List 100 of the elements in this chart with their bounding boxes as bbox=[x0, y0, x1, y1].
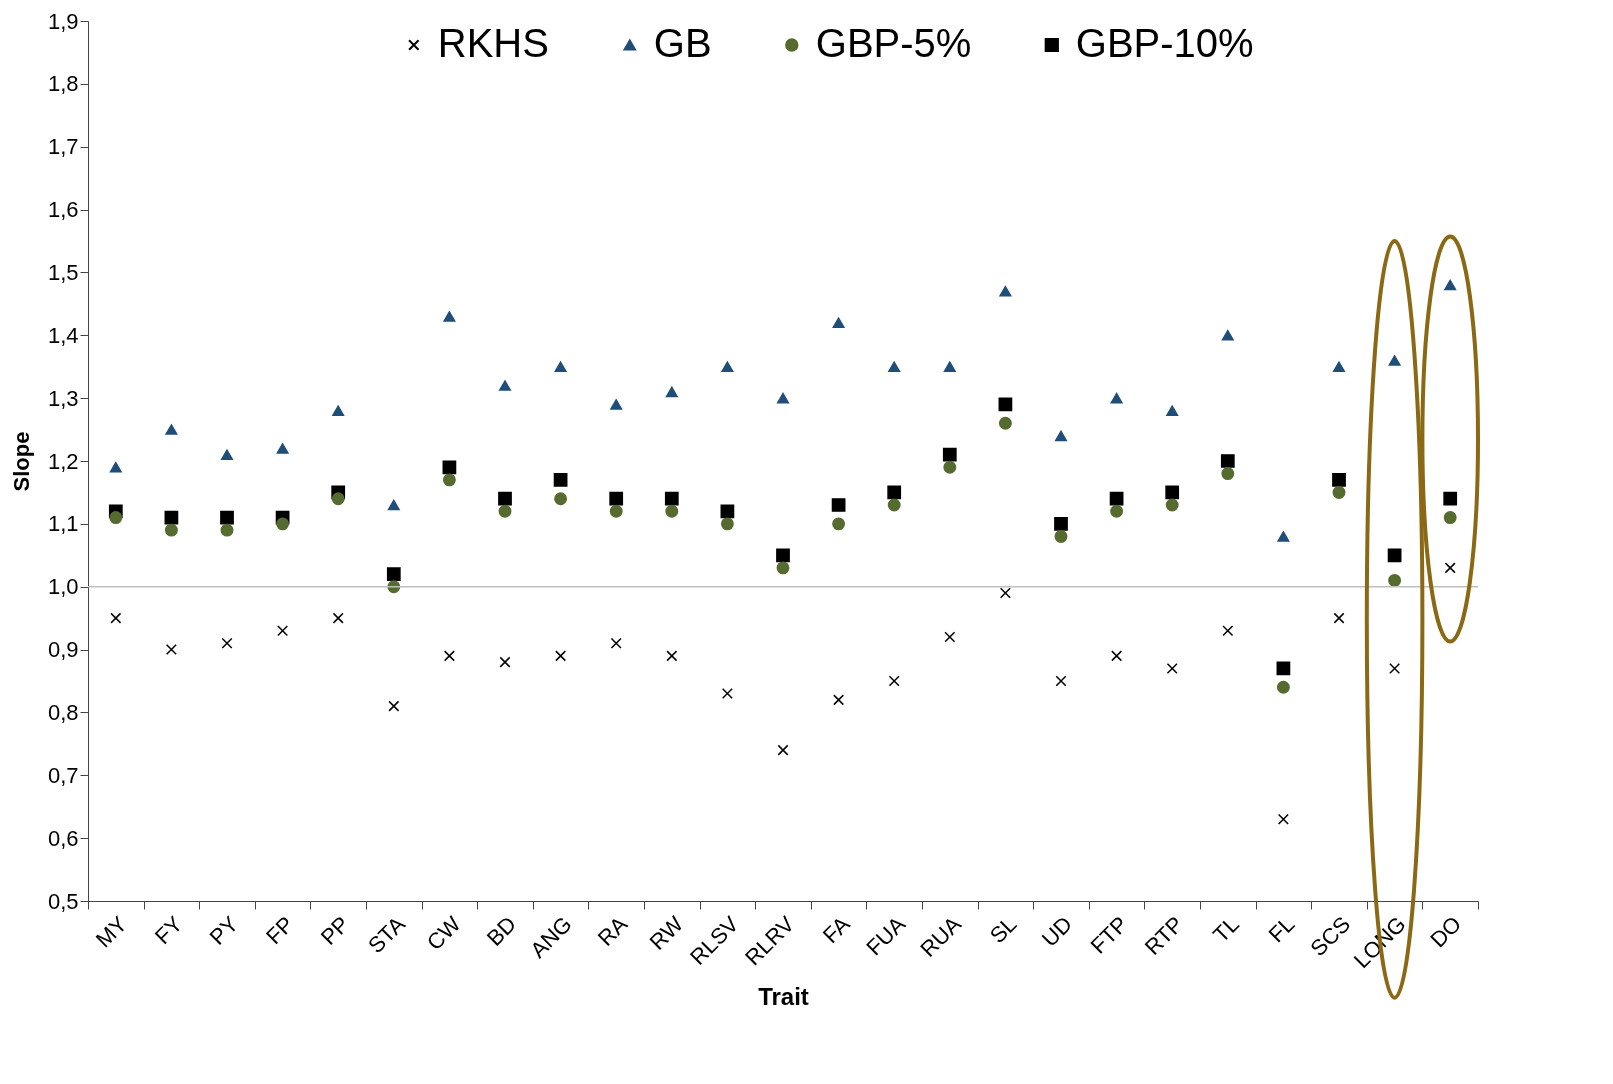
y-tick-label: 1,8 bbox=[47, 71, 79, 97]
point bbox=[110, 612, 122, 624]
point bbox=[720, 504, 735, 519]
y-tick-label: 1,9 bbox=[47, 8, 79, 34]
point bbox=[1110, 392, 1123, 404]
point bbox=[664, 491, 679, 506]
point bbox=[1111, 650, 1123, 662]
x-tick-label: FTP bbox=[1085, 911, 1133, 959]
point bbox=[721, 688, 733, 700]
point bbox=[1054, 516, 1068, 531]
point bbox=[1221, 467, 1235, 481]
y-tick-label: 1,6 bbox=[47, 197, 79, 223]
point bbox=[1276, 680, 1290, 694]
point bbox=[164, 523, 178, 537]
point bbox=[610, 399, 623, 410]
point bbox=[1333, 612, 1345, 624]
point bbox=[1388, 355, 1401, 366]
point bbox=[164, 510, 179, 525]
point bbox=[442, 460, 457, 475]
point bbox=[1444, 279, 1457, 291]
point bbox=[276, 517, 290, 531]
y-axis-title: Slope bbox=[8, 431, 34, 492]
point bbox=[442, 473, 456, 487]
point bbox=[1165, 498, 1179, 512]
y-tick-label: 1,3 bbox=[47, 385, 79, 411]
point bbox=[1276, 661, 1291, 676]
point bbox=[332, 405, 345, 417]
point bbox=[1443, 511, 1457, 525]
x-tick-label: MY bbox=[90, 911, 133, 953]
point bbox=[555, 650, 567, 662]
point bbox=[832, 517, 846, 531]
point bbox=[1333, 361, 1345, 373]
point bbox=[777, 744, 789, 756]
point bbox=[109, 511, 123, 525]
point bbox=[498, 491, 512, 506]
point bbox=[388, 700, 400, 712]
point bbox=[1166, 405, 1179, 417]
y-tick-label: 1,7 bbox=[47, 134, 79, 160]
x-tick-label: PY bbox=[204, 911, 244, 950]
y-tick-label: 1,1 bbox=[47, 511, 79, 537]
point bbox=[109, 461, 122, 473]
point bbox=[1222, 625, 1234, 637]
point bbox=[887, 498, 901, 512]
point bbox=[942, 447, 957, 462]
legend-label: GBP-5% bbox=[815, 21, 972, 65]
point bbox=[998, 416, 1012, 430]
point bbox=[1055, 675, 1067, 687]
point bbox=[165, 644, 177, 656]
point bbox=[721, 361, 734, 373]
point bbox=[1220, 454, 1235, 468]
x-tick-label: RA bbox=[592, 911, 633, 951]
point bbox=[498, 504, 512, 518]
point bbox=[609, 491, 624, 506]
legend-label: RKHS bbox=[437, 21, 549, 65]
point bbox=[720, 517, 734, 531]
legend-label: GB bbox=[653, 21, 712, 65]
x-tick-label: PP bbox=[315, 911, 355, 950]
x-tick-label: STA bbox=[363, 911, 411, 959]
point bbox=[220, 523, 234, 537]
point bbox=[331, 492, 345, 506]
point bbox=[220, 510, 234, 525]
point bbox=[332, 612, 344, 624]
point bbox=[499, 380, 511, 391]
point bbox=[554, 361, 567, 373]
x-tick-label: BD bbox=[481, 911, 522, 951]
point bbox=[831, 498, 846, 512]
point bbox=[666, 650, 678, 662]
x-axis-title: Trait bbox=[758, 983, 809, 1011]
y-tick-label: 0,5 bbox=[47, 888, 79, 914]
x-tick-label: SL bbox=[984, 911, 1022, 949]
point bbox=[665, 504, 679, 518]
legend-label: GBP-10% bbox=[1075, 21, 1254, 65]
point bbox=[776, 548, 790, 563]
point bbox=[943, 460, 957, 474]
point bbox=[1388, 573, 1402, 587]
y-tick-label: 0,9 bbox=[47, 637, 79, 663]
point bbox=[1054, 529, 1068, 543]
point bbox=[1110, 504, 1124, 518]
point bbox=[443, 311, 456, 322]
point bbox=[888, 361, 901, 373]
x-tick-label: FP bbox=[261, 911, 299, 949]
y-tick-label: 0,7 bbox=[47, 762, 79, 788]
point bbox=[887, 485, 902, 500]
point bbox=[1443, 491, 1458, 506]
x-tick-label: FL bbox=[1263, 911, 1300, 948]
point bbox=[1387, 548, 1402, 563]
point bbox=[610, 637, 622, 649]
x-tick-label: FA bbox=[817, 911, 855, 949]
y-tick-label: 1,4 bbox=[47, 322, 79, 348]
point bbox=[833, 694, 845, 706]
point bbox=[943, 361, 956, 373]
y-tick-label: 0,8 bbox=[47, 699, 79, 725]
point bbox=[832, 317, 845, 329]
y-tick-label: 1,0 bbox=[47, 574, 79, 600]
point bbox=[443, 650, 455, 662]
x-tick-label: FUA bbox=[861, 911, 911, 961]
y-tick-label: 1,2 bbox=[47, 448, 79, 474]
point bbox=[554, 492, 568, 506]
point bbox=[221, 637, 233, 649]
point bbox=[387, 499, 400, 511]
